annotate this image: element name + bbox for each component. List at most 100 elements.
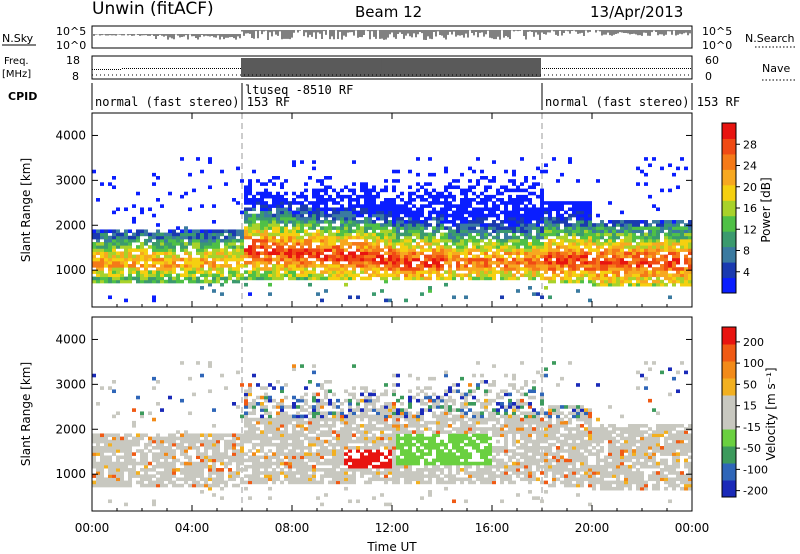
- power-cell: [548, 220, 552, 224]
- velocity-cell: [140, 477, 144, 482]
- power-cell: [484, 254, 488, 259]
- velocity-cell: [220, 480, 224, 485]
- power-cell: [588, 245, 592, 249]
- power-cell: [300, 245, 304, 249]
- power-cell: [320, 182, 324, 186]
- power-cell: [392, 169, 396, 174]
- power-cell: [264, 276, 268, 281]
- power-cell: [512, 172, 516, 177]
- freq-sample: [680, 68, 681, 69]
- power-cell: [376, 251, 380, 256]
- power-cell: [480, 213, 484, 218]
- power-cell: [140, 273, 144, 278]
- power-cell: [532, 260, 536, 265]
- power-cell: [116, 276, 120, 281]
- power-cell: [164, 251, 168, 256]
- power-cell: [612, 267, 616, 271]
- power-cell: [92, 276, 96, 281]
- power-cell: [260, 232, 264, 237]
- power-cell: [128, 273, 132, 278]
- power-cell: [352, 191, 356, 196]
- power-cell: [416, 251, 420, 256]
- velocity-cell: [320, 433, 324, 438]
- power-cell: [520, 267, 524, 271]
- power-cell: [612, 257, 616, 262]
- power-cell: [544, 276, 548, 281]
- power-cell: [252, 229, 256, 234]
- power-cell: [240, 179, 244, 183]
- power-cell: [460, 210, 464, 215]
- freq-sample: [92, 69, 93, 70]
- power-cell: [620, 226, 624, 230]
- power-cell: [588, 270, 592, 274]
- power-cell: [392, 270, 396, 274]
- power-cell: [320, 232, 324, 237]
- power-cell: [608, 220, 612, 224]
- power-cell: [308, 226, 312, 230]
- velocity-cell: [336, 474, 340, 478]
- power-cell: [608, 267, 612, 271]
- power-cell: [380, 216, 384, 221]
- power-cell: [240, 273, 244, 278]
- power-cell: [156, 267, 160, 271]
- freq-sample: [152, 68, 153, 69]
- velocity-cell: [100, 461, 104, 466]
- power-cell: [112, 242, 116, 246]
- power-cell: [268, 292, 272, 296]
- power-cell: [396, 254, 400, 259]
- velocity-cell: [176, 436, 180, 441]
- velocity-cell: [300, 395, 304, 400]
- velocity-cell: [176, 442, 180, 447]
- freq-sample: [606, 68, 607, 69]
- power-cell: [480, 198, 484, 202]
- power-cell: [284, 223, 288, 227]
- power-cell: [108, 276, 112, 281]
- power-cell: [196, 279, 200, 284]
- velocity-cell: [336, 452, 340, 456]
- velocity-cell: [236, 455, 240, 460]
- velocity-cell: [120, 446, 124, 450]
- velocity-cell: [304, 464, 308, 469]
- power-cell: [468, 229, 472, 234]
- power-cell: [628, 229, 632, 234]
- power-cell: [620, 232, 624, 237]
- power-cell: [616, 235, 620, 240]
- velocity-cell: [328, 433, 332, 438]
- velocity-cell: [204, 446, 208, 450]
- velocity-cell: [128, 446, 132, 450]
- power-cell: [352, 229, 356, 234]
- power-cell: [384, 245, 388, 249]
- power-cell: [472, 229, 476, 234]
- velocity-cell: [192, 474, 196, 478]
- power-cell: [160, 257, 164, 262]
- power-cell: [192, 188, 196, 193]
- power-cell: [460, 204, 464, 208]
- power-cell: [680, 273, 684, 278]
- freq-sample: [628, 68, 629, 69]
- velocity-cell: [112, 461, 116, 466]
- velocity-cell: [264, 427, 268, 431]
- power-cell: [488, 276, 492, 281]
- velocity-cell: [104, 483, 108, 488]
- power-cell: [348, 201, 352, 205]
- power-cell: [468, 257, 472, 262]
- power-cell: [472, 191, 476, 196]
- power-cell: [376, 207, 380, 212]
- power-cell: [524, 264, 528, 268]
- power-cell: [180, 232, 184, 237]
- power-cell: [288, 273, 292, 278]
- velocity-cell: [328, 427, 332, 431]
- power-cell: [496, 270, 500, 274]
- power-cell: [596, 257, 600, 262]
- power-cell: [176, 226, 180, 230]
- freq-sample: [108, 69, 109, 70]
- power-cell: [100, 273, 104, 278]
- power-cell: [336, 257, 340, 262]
- power-cell: [136, 229, 140, 234]
- power-cell: [552, 264, 556, 268]
- power-cell: [160, 276, 164, 281]
- power-cell: [396, 210, 400, 215]
- power-cell: [628, 238, 632, 243]
- power-cell: [256, 273, 260, 278]
- power-cell: [392, 188, 396, 193]
